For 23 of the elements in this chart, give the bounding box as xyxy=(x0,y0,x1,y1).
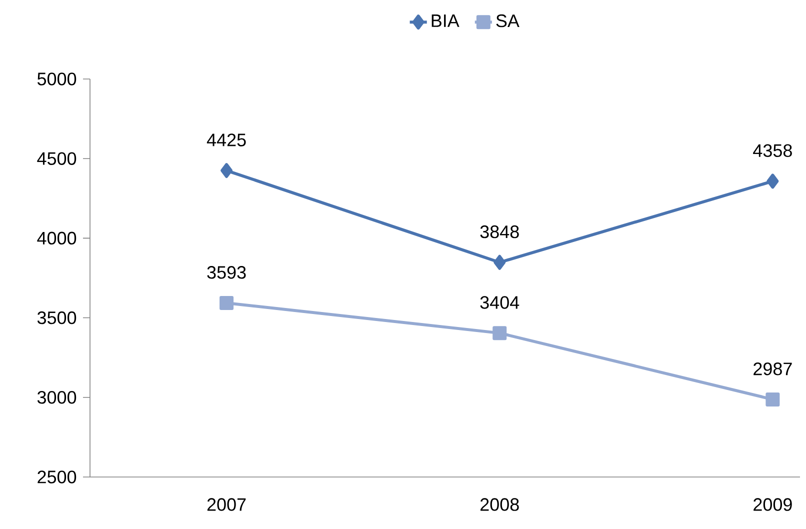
legend-label: BIA xyxy=(432,14,460,27)
data-label: 4358 xyxy=(753,144,792,157)
point xyxy=(494,254,506,270)
y-tick-label: 3000 xyxy=(37,391,76,404)
data-label: 3404 xyxy=(480,296,520,309)
y-tick-label: 4000 xyxy=(37,232,76,245)
y-tick-label: 2500 xyxy=(38,470,76,484)
y-tick-label: 3500 xyxy=(37,311,76,324)
x-tick-label: 2008 xyxy=(480,498,519,511)
x-tick-label: 2009 xyxy=(754,498,792,511)
point xyxy=(220,163,233,178)
data-label: 3593 xyxy=(207,266,246,279)
data-label: 4425 xyxy=(206,134,246,146)
point xyxy=(766,392,780,406)
data-label: 3848 xyxy=(480,225,519,238)
point xyxy=(766,174,779,189)
x-tick-label: 2007 xyxy=(207,498,246,511)
y-tick-label: 5000 xyxy=(37,72,76,86)
point xyxy=(220,296,234,310)
legend-label: SA xyxy=(496,14,520,28)
data-label: 2987 xyxy=(754,362,792,376)
point xyxy=(492,326,507,340)
y-tick-label: 4500 xyxy=(37,152,76,165)
